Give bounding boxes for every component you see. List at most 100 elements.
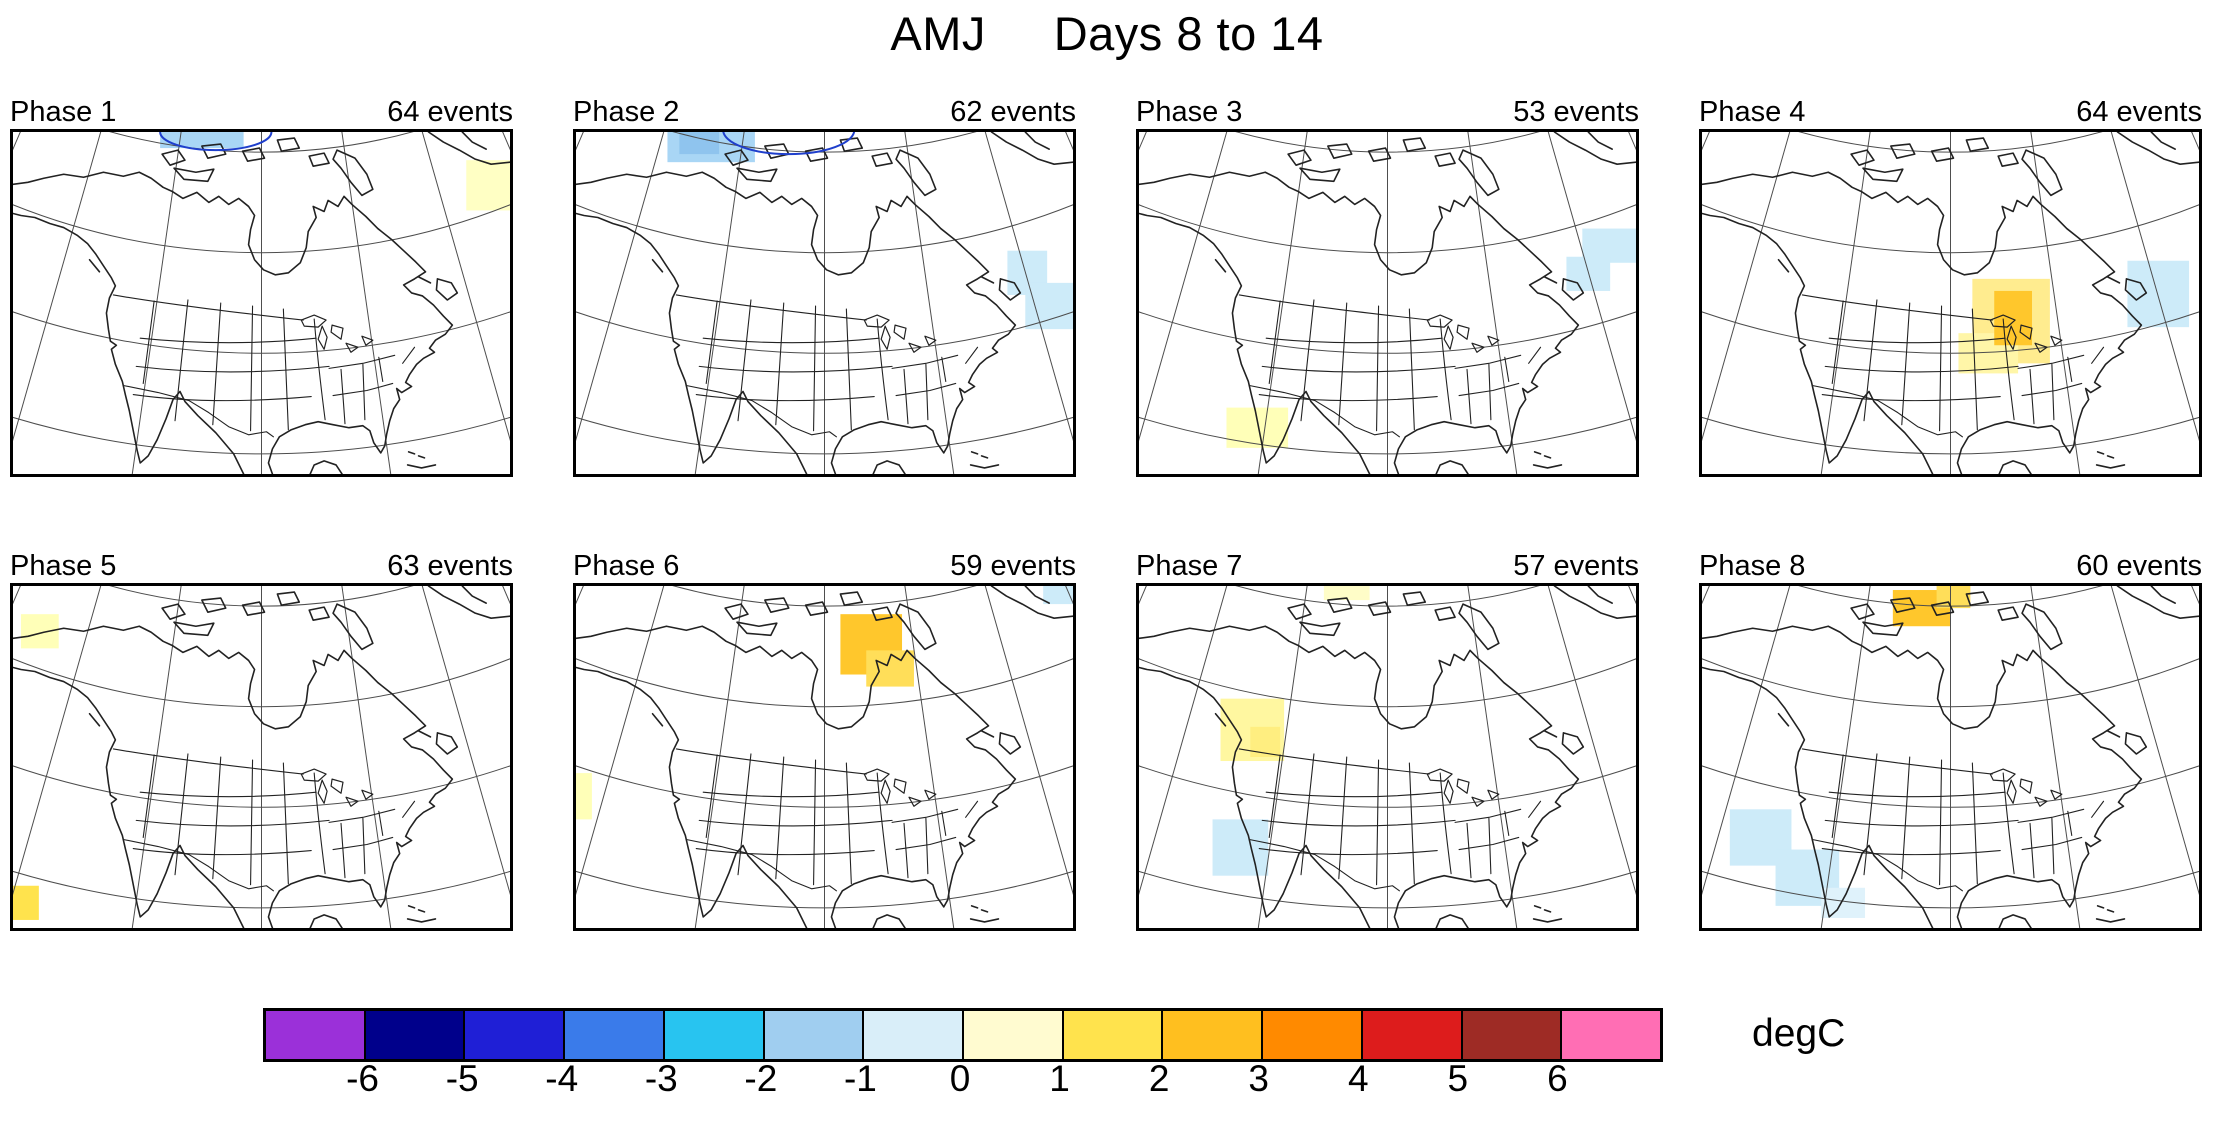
graticule xyxy=(576,132,1073,474)
anomaly-patches xyxy=(13,614,59,920)
colorbar-tick-label: -2 xyxy=(744,1058,778,1099)
map-box xyxy=(1699,583,2202,931)
colorbar-tick-label: -4 xyxy=(545,1058,579,1099)
phase-label: Phase 1 xyxy=(10,96,117,128)
colorbar-segment xyxy=(862,1011,963,1059)
panel-header: Phase 7 57 events xyxy=(1136,549,1639,583)
figure-title: AMJ Days 8 to 14 xyxy=(890,7,1324,60)
panels-grid: Phase 1 64 events Phase 2 62 events xyxy=(10,95,2202,931)
anomaly-patch xyxy=(576,773,592,820)
anomaly-patch xyxy=(1043,586,1073,605)
map-svg xyxy=(1139,586,1636,928)
panel-header: Phase 1 64 events xyxy=(10,95,513,129)
events-label: 62 events xyxy=(950,96,1076,128)
map-panel: Phase 4 64 events xyxy=(1699,95,2202,477)
map-svg xyxy=(13,586,510,928)
map-panel: Phase 7 57 events xyxy=(1136,549,1639,931)
map-box xyxy=(1699,129,2202,477)
colorbar xyxy=(263,1008,1663,1062)
graticule xyxy=(13,586,510,928)
colorbar-segment xyxy=(563,1011,663,1059)
colorbar-tick-label: 2 xyxy=(1148,1058,1170,1099)
colorbar-segment xyxy=(463,1011,564,1059)
anomaly-patch xyxy=(13,885,39,920)
colorbar-tick-label: 3 xyxy=(1248,1058,1269,1099)
anomaly-patch xyxy=(1212,819,1269,876)
panel-header: Phase 8 60 events xyxy=(1699,549,2202,583)
panel-header: Phase 6 59 events xyxy=(573,549,1076,583)
anomaly-patch xyxy=(466,160,510,211)
colorbar-segment xyxy=(1460,1011,1561,1059)
colorbar-tick-label: -1 xyxy=(843,1058,877,1099)
colorbar-tick-label: 4 xyxy=(1347,1058,1369,1099)
colorbar-segment xyxy=(1061,1011,1162,1059)
phase-label: Phase 8 xyxy=(1699,550,1806,582)
anomaly-patch xyxy=(1323,586,1370,601)
map-panel: Phase 3 53 events xyxy=(1136,95,1639,477)
phase-label: Phase 2 xyxy=(573,96,680,128)
map-panel: Phase 2 62 events xyxy=(573,95,1076,477)
colorbar-segment xyxy=(1560,1011,1661,1059)
phase-label: Phase 3 xyxy=(1136,96,1243,128)
graticule xyxy=(1139,132,1636,474)
colorbar-tick-label: -6 xyxy=(346,1058,380,1099)
anomaly-patches xyxy=(576,586,1073,820)
events-label: 60 events xyxy=(2076,550,2202,582)
panel-header: Phase 2 62 events xyxy=(573,95,1076,129)
anomaly-patch xyxy=(2127,260,2190,328)
map-box xyxy=(573,129,1076,477)
colorbar-segment xyxy=(662,1011,763,1059)
graticule xyxy=(576,586,1073,928)
anomaly-patch xyxy=(1025,282,1073,330)
phase-label: Phase 6 xyxy=(573,550,680,582)
phase-label: Phase 7 xyxy=(1136,550,1243,582)
colorbar-segment xyxy=(1360,1011,1461,1059)
map-svg xyxy=(1702,132,2199,474)
map-svg xyxy=(13,132,510,474)
colorbar-tick-label: -3 xyxy=(644,1058,678,1099)
map-svg xyxy=(1702,586,2199,928)
colorbar-ticks: -6 -5 -4 -3 -2 -1 0 1 2 3 4 5 6 xyxy=(263,1058,1657,1104)
colorbar-segment xyxy=(266,1011,364,1059)
map-box xyxy=(1136,129,1639,477)
graticule xyxy=(1139,586,1636,928)
negative-anomaly-contour xyxy=(159,132,273,152)
colorbar-tick-label: 1 xyxy=(1049,1058,1070,1099)
events-label: 64 events xyxy=(2076,96,2202,128)
events-label: 57 events xyxy=(1513,550,1639,582)
graticule xyxy=(13,132,510,474)
events-label: 53 events xyxy=(1513,96,1639,128)
graticule xyxy=(1702,132,2199,474)
map-svg xyxy=(1139,132,1636,474)
events-label: 59 events xyxy=(950,550,1076,582)
map-box xyxy=(10,129,513,477)
anomaly-patch xyxy=(1936,586,1971,609)
anomaly-patch xyxy=(1226,407,1289,448)
colorbar-tick-label: 5 xyxy=(1447,1058,1469,1099)
colorbar-tick-label: 0 xyxy=(949,1058,971,1099)
colorbar-segment xyxy=(962,1011,1062,1059)
colorbar-segment xyxy=(363,1011,464,1059)
panel-header: Phase 5 63 events xyxy=(10,549,513,583)
anomaly-patches xyxy=(1729,586,1971,918)
map-svg xyxy=(576,586,1073,928)
map-svg xyxy=(576,132,1073,474)
colorbar-tick-label: 6 xyxy=(1547,1058,1568,1099)
anomaly-patch xyxy=(679,132,720,155)
contour-lines xyxy=(159,132,273,152)
colorbar-segment xyxy=(762,1011,863,1059)
panel-header: Phase 3 53 events xyxy=(1136,95,1639,129)
map-panel: Phase 8 60 events xyxy=(1699,549,2202,931)
map-box xyxy=(1136,583,1639,931)
contour-lines xyxy=(722,132,856,156)
colorbar-tick-label: -5 xyxy=(445,1058,479,1099)
events-label: 64 events xyxy=(387,96,513,128)
colorbar-segment xyxy=(1161,1011,1262,1059)
events-label: 63 events xyxy=(387,550,513,582)
map-panel: Phase 6 59 events xyxy=(573,549,1076,931)
anomaly-patches xyxy=(667,132,1073,330)
panel-header: Phase 4 64 events xyxy=(1699,95,2202,129)
phase-label: Phase 4 xyxy=(1699,96,1806,128)
anomaly-patch xyxy=(20,614,59,649)
